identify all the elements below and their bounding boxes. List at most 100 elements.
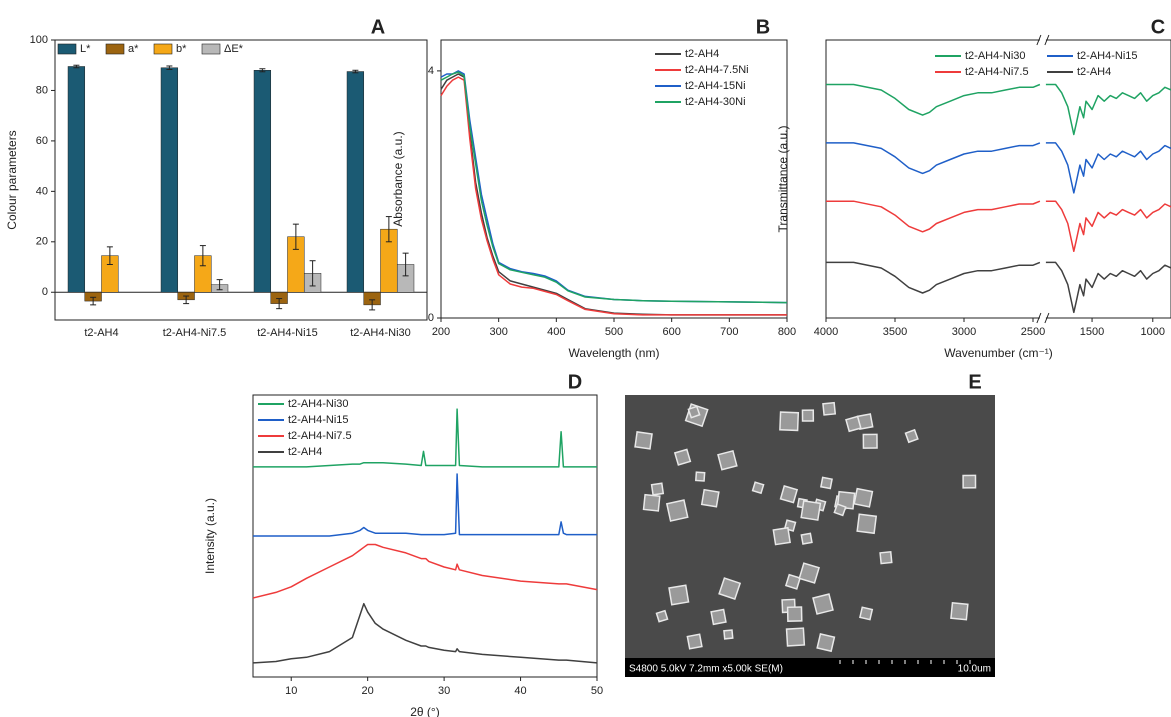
x-tick-label: 50 — [591, 685, 603, 697]
series-line — [826, 83, 1171, 136]
crystal — [812, 593, 834, 615]
y-axis-title: Colour parameters — [5, 130, 19, 229]
crystal — [820, 476, 833, 490]
x-axis-title: 2θ (°) — [410, 705, 439, 717]
series-line — [826, 200, 1171, 253]
crystal — [650, 482, 665, 496]
x-tick-label: 1500 — [1080, 326, 1104, 338]
legend-label: t2-AH4-Ni7.5 — [965, 66, 1029, 78]
legend-label: t2-AH4-7.5Ni — [685, 64, 749, 76]
crystal — [779, 485, 799, 504]
x-tick-label: 10 — [285, 685, 297, 697]
y-tick-label: 4 — [428, 65, 434, 77]
error-bar — [352, 69, 359, 74]
y-axis-title: Intensity (a.u.) — [203, 498, 217, 574]
crystal — [710, 608, 727, 626]
legend-swatch — [153, 43, 173, 55]
x-tick-label: 400 — [547, 326, 565, 338]
crystal — [686, 633, 703, 650]
crystal — [723, 629, 734, 640]
error-bar — [385, 216, 392, 243]
plot-frame — [54, 39, 428, 321]
x-tick-label: 200 — [432, 326, 450, 338]
series-line — [440, 71, 788, 304]
panel-label: D — [568, 371, 582, 393]
y-tick-label: 80 — [36, 84, 48, 96]
y-tick-label: 0 — [42, 286, 48, 298]
x-tick-label: 4000 — [814, 326, 838, 338]
crystal — [751, 481, 765, 495]
legend-label: t2-AH4 — [288, 446, 322, 458]
crystal — [862, 433, 878, 449]
y-tick-label: 60 — [36, 135, 48, 147]
panel-label: C — [1151, 16, 1165, 38]
crystal — [665, 499, 689, 522]
legend-label: t2-AH4-Ni7.5 — [288, 430, 352, 442]
legend-label: t2-AH4-Ni30 — [965, 50, 1026, 62]
crystal — [779, 411, 800, 432]
plot-frame — [825, 39, 1171, 319]
axis-break-gap — [1039, 38, 1046, 42]
crystal — [853, 487, 874, 508]
legend-label: b* — [176, 43, 187, 55]
legend-label: t2-AH4-Ni15 — [1077, 50, 1138, 62]
x-tick-label: t2-AH4-Ni7.5 — [163, 327, 227, 339]
error-bar — [216, 279, 223, 291]
crystal — [786, 606, 803, 622]
x-tick-label: t2-AH4-Ni15 — [257, 327, 318, 339]
crystal — [668, 584, 690, 606]
bar — [346, 71, 365, 293]
series-line — [826, 261, 1171, 314]
crystal — [962, 474, 977, 489]
x-tick-label: t2-AH4-Ni30 — [350, 327, 411, 339]
error-bar — [199, 245, 206, 267]
crystal — [700, 488, 720, 508]
x-axis-title: Wavenumber (cm⁻¹) — [944, 346, 1053, 360]
error-bar — [106, 246, 113, 266]
info-bar — [625, 658, 995, 677]
crystal — [798, 562, 820, 584]
series-line — [826, 142, 1171, 194]
legend-label: t2-AH4 — [1077, 66, 1111, 78]
y-tick-label: 40 — [36, 185, 48, 197]
sem-caption: S4800 5.0kV 7.2mm x5.00k SE(M) — [629, 664, 783, 675]
x-tick-label: 30 — [438, 685, 450, 697]
x-tick-label: 2500 — [1021, 326, 1045, 338]
x-tick-label: 800 — [778, 326, 796, 338]
y-tick-label: 20 — [36, 236, 48, 248]
axis-break-mark — [1036, 312, 1042, 324]
x-tick-label: t2-AH4 — [84, 327, 118, 339]
x-tick-label: 300 — [489, 326, 507, 338]
x-tick-label: 3500 — [883, 326, 907, 338]
crystal — [859, 606, 874, 621]
error-bar — [292, 223, 299, 250]
bar — [253, 70, 272, 293]
crystal — [642, 493, 661, 512]
series-line — [440, 76, 787, 316]
axis-break-mark — [1044, 34, 1050, 46]
crystal — [634, 431, 653, 450]
scale-label: 10.0um — [958, 664, 991, 675]
legend-label: t2-AH4-15Ni — [685, 80, 746, 92]
crystal — [785, 627, 806, 647]
error-bar — [183, 295, 190, 305]
legend-label: t2-AH4-Ni15 — [288, 414, 349, 426]
error-bar — [90, 296, 97, 306]
crystal — [800, 532, 813, 545]
y-axis-title: Absorbance (a.u.) — [391, 131, 405, 226]
legend-swatch — [105, 43, 125, 55]
error-bar — [309, 260, 316, 287]
crystal — [856, 513, 878, 535]
x-tick-label: 700 — [720, 326, 738, 338]
bar — [160, 67, 179, 293]
crystal — [833, 503, 847, 517]
x-tick-label: 20 — [362, 685, 374, 697]
x-tick-label: 500 — [605, 326, 623, 338]
axis-break-mark — [1036, 34, 1042, 46]
x-tick-label: 1000 — [1141, 326, 1165, 338]
crystal — [816, 633, 836, 653]
legend-label: L* — [80, 43, 91, 55]
crystal — [950, 601, 969, 621]
error-bar — [259, 68, 266, 73]
